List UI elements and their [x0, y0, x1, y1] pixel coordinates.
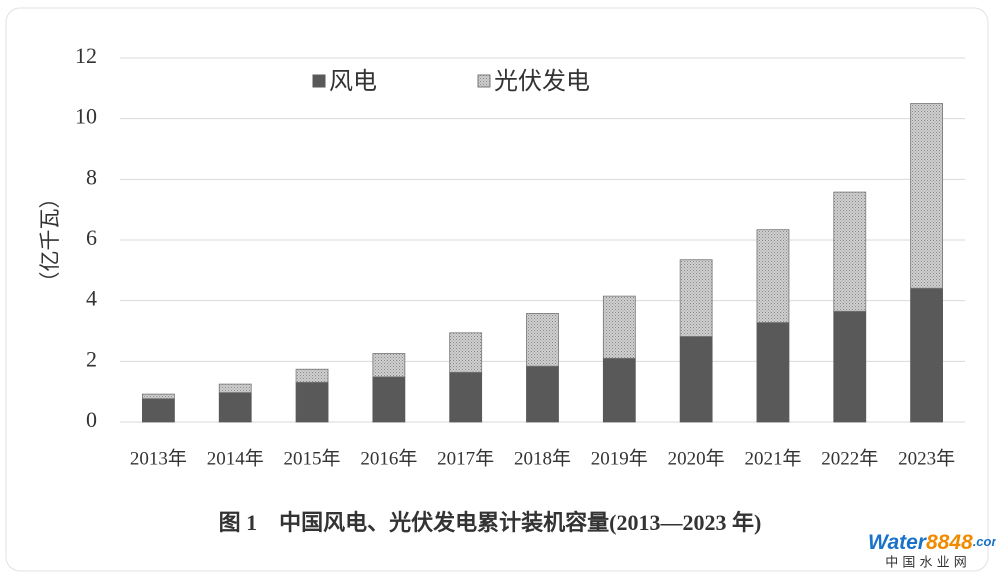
y-tick-label: 2 [86, 346, 97, 371]
y-tick-label: 8 [86, 164, 97, 189]
x-tick-label: 2013年 [130, 447, 187, 469]
x-tick-label: 2014年 [207, 447, 264, 469]
bar-segment [602, 295, 636, 359]
bar-segment [142, 398, 175, 423]
y-tick-label: 4 [86, 286, 97, 311]
bar-segment [372, 353, 406, 378]
watermark-subtitle: 中 国 水 业 网 [885, 556, 967, 571]
x-tick-label: 2017年 [437, 447, 494, 469]
watermark-part: Water [868, 531, 928, 554]
y-tick-label: 0 [86, 407, 97, 432]
bar-segment [602, 357, 636, 423]
x-tick-label: 2016年 [360, 447, 417, 469]
bar-segment [218, 383, 252, 393]
legend-label: 光伏发电 [494, 67, 590, 95]
y-tick-label: 12 [75, 43, 97, 68]
legend-swatch [312, 74, 326, 88]
y-tick-label: 6 [86, 225, 97, 250]
x-tick-label: 2019年 [591, 447, 648, 469]
bar-segment [526, 365, 559, 423]
bar-segment [449, 332, 483, 373]
bar-segment [679, 259, 713, 337]
x-tick-label: 2015年 [284, 447, 341, 469]
bar-segment [218, 392, 252, 423]
x-tick-label: 2018年 [514, 447, 571, 469]
y-tick-label: 10 [75, 104, 97, 129]
bar-segment [833, 310, 867, 423]
x-tick-label: 2023年 [898, 447, 955, 469]
bar-segment [526, 313, 559, 367]
bar-segment [910, 287, 943, 423]
bar-segment [142, 393, 175, 400]
bar-segment [449, 371, 483, 423]
y-axis-label: （亿千瓦） [38, 188, 62, 293]
bar-segment [833, 191, 867, 312]
caption: 图 1 中国风电、光伏发电累计装机容量(2013—2023 年) [219, 510, 762, 535]
bar-segment [756, 322, 790, 423]
x-tick-label: 2022年 [821, 447, 878, 469]
bar-segment [679, 336, 713, 423]
bar-segment [756, 229, 790, 323]
card [5, 7, 989, 572]
bar-segment [295, 368, 329, 383]
watermark: Water8848.com [868, 531, 996, 554]
bar-segment [910, 103, 943, 289]
bar-segment [295, 381, 329, 423]
bar-segment [372, 376, 406, 423]
x-tick-label: 2021年 [744, 447, 801, 469]
x-tick-label: 2020年 [668, 447, 725, 469]
legend-swatch [477, 74, 491, 88]
watermark-part: 8848 [926, 531, 973, 554]
watermark-part: .com [973, 534, 996, 549]
legend-label: 风电 [329, 67, 377, 95]
